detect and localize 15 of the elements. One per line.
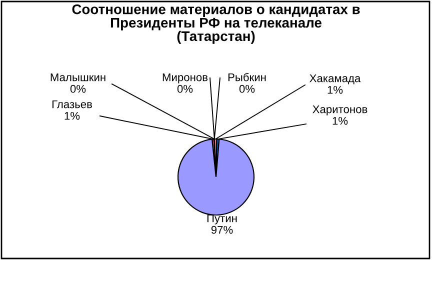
data-label: 1%: [328, 86, 343, 94]
slice-label: Глазьев: [52, 100, 92, 108]
category-label: Рыбкин: [228, 72, 266, 82]
slice-label: Хакамада: [310, 74, 361, 84]
category-label: Миронов: [162, 73, 208, 84]
data-label: 1%: [332, 116, 348, 125]
slice-label: Харитонов: [312, 105, 368, 116]
chart-title: Соотношение материалов о кандидатах в Президенты РФ на телеканале (Татарстан): [72, 4, 360, 44]
category-label: Малышкин: [50, 73, 106, 82]
text: 0%: [177, 84, 193, 93]
text: 0%: [239, 84, 255, 93]
text: 0%: [70, 84, 86, 93]
data-label: 1%: [64, 112, 80, 120]
slice-label: Путин: [207, 214, 237, 224]
data-label: 97%: [211, 226, 233, 234]
